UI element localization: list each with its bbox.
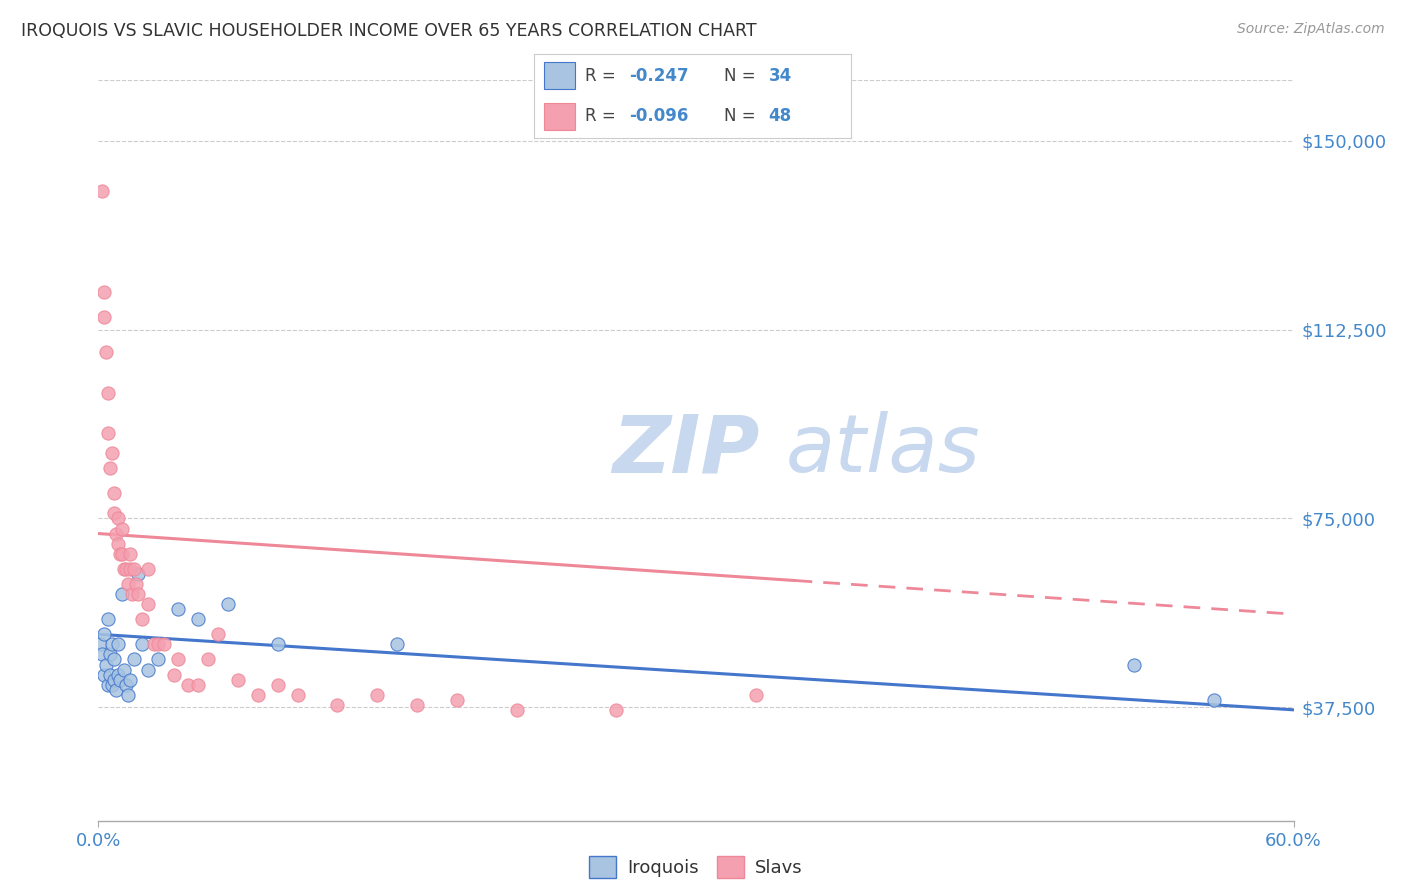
Point: [131, 612, 153, 626]
Point: [127, 587, 149, 601]
Point: [111, 522, 134, 536]
Point: [124, 652, 146, 666]
Point: [107, 511, 129, 525]
Point: [745, 688, 768, 702]
Text: N =: N =: [724, 67, 761, 85]
Point: [267, 637, 290, 651]
Point: [110, 673, 132, 687]
Point: [91, 648, 114, 662]
Point: [187, 612, 209, 626]
Point: [187, 678, 209, 692]
Point: [115, 678, 138, 692]
Text: ZIP: ZIP: [613, 411, 759, 490]
Point: [148, 652, 170, 666]
Point: [107, 637, 129, 651]
Point: [107, 667, 129, 681]
Point: [267, 678, 290, 692]
Point: [93, 667, 115, 681]
Point: [136, 663, 159, 677]
Point: [96, 657, 118, 672]
Point: [385, 637, 409, 651]
Text: atlas: atlas: [786, 411, 980, 490]
Point: [103, 652, 125, 666]
Point: [167, 652, 190, 666]
Point: [96, 345, 118, 359]
Point: [110, 547, 132, 561]
Point: [103, 673, 125, 687]
Point: [153, 637, 176, 651]
Point: [111, 547, 134, 561]
Bar: [544, 103, 575, 130]
Point: [605, 703, 627, 717]
Point: [1123, 657, 1146, 672]
Point: [93, 285, 115, 299]
Point: [105, 526, 128, 541]
Point: [406, 698, 429, 712]
Point: [89, 637, 111, 651]
Point: [93, 627, 115, 641]
Point: [366, 688, 388, 702]
Point: [143, 637, 166, 651]
Text: 48: 48: [768, 107, 792, 125]
Point: [101, 637, 124, 651]
Point: [136, 597, 159, 611]
Point: [120, 673, 142, 687]
Point: [103, 486, 125, 500]
Point: [167, 602, 190, 616]
Point: [93, 310, 115, 324]
Point: [103, 507, 125, 521]
Legend: Iroquois, Slavs: Iroquois, Slavs: [582, 849, 810, 886]
Text: N =: N =: [724, 107, 761, 125]
Point: [197, 652, 219, 666]
Text: 34: 34: [768, 67, 792, 85]
Point: [97, 385, 120, 400]
Point: [120, 547, 142, 561]
Text: IROQUOIS VS SLAVIC HOUSEHOLDER INCOME OVER 65 YEARS CORRELATION CHART: IROQUOIS VS SLAVIC HOUSEHOLDER INCOME OV…: [21, 22, 756, 40]
Point: [207, 627, 229, 641]
Point: [287, 688, 309, 702]
Point: [125, 577, 148, 591]
Point: [101, 446, 124, 460]
Point: [107, 536, 129, 550]
Text: R =: R =: [585, 67, 621, 85]
Point: [111, 587, 134, 601]
Point: [112, 562, 135, 576]
Point: [246, 688, 269, 702]
Text: -0.247: -0.247: [630, 67, 689, 85]
Point: [97, 425, 120, 440]
Point: [101, 678, 124, 692]
Point: [163, 667, 186, 681]
Point: [117, 577, 139, 591]
Point: [136, 562, 159, 576]
Point: [105, 682, 128, 697]
Point: [226, 673, 249, 687]
Point: [120, 562, 142, 576]
Point: [121, 587, 143, 601]
Point: [97, 678, 120, 692]
Text: R =: R =: [585, 107, 621, 125]
Point: [115, 562, 138, 576]
Text: -0.096: -0.096: [630, 107, 689, 125]
Point: [131, 637, 153, 651]
Point: [98, 667, 122, 681]
Point: [98, 461, 122, 475]
Point: [127, 566, 149, 581]
Point: [117, 688, 139, 702]
Point: [177, 678, 200, 692]
Point: [148, 637, 170, 651]
Point: [112, 663, 135, 677]
Text: Source: ZipAtlas.com: Source: ZipAtlas.com: [1237, 22, 1385, 37]
Point: [506, 703, 529, 717]
Point: [1202, 692, 1225, 706]
Point: [98, 648, 122, 662]
Point: [91, 184, 114, 198]
Bar: [544, 62, 575, 89]
Point: [124, 562, 146, 576]
Point: [446, 692, 468, 706]
Point: [326, 698, 349, 712]
Point: [217, 597, 239, 611]
Point: [97, 612, 120, 626]
